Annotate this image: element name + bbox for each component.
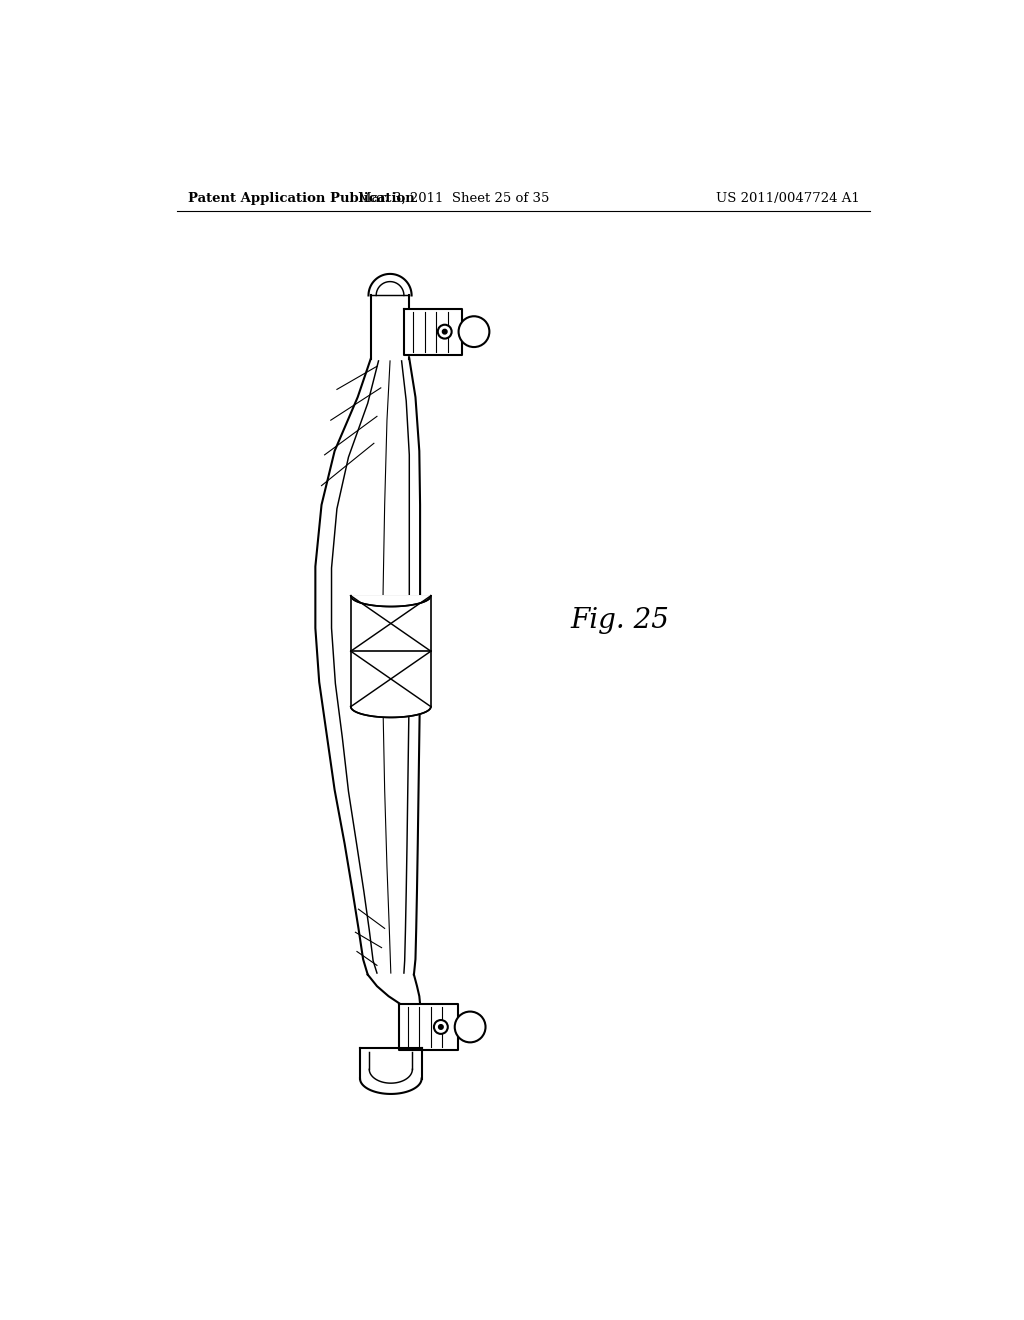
Polygon shape: [351, 595, 431, 606]
Circle shape: [455, 1011, 485, 1043]
Circle shape: [434, 1020, 447, 1034]
Polygon shape: [398, 1003, 458, 1051]
Text: Mar. 3, 2011  Sheet 25 of 35: Mar. 3, 2011 Sheet 25 of 35: [358, 191, 550, 205]
Text: US 2011/0047724 A1: US 2011/0047724 A1: [716, 191, 859, 205]
Text: Fig. 25: Fig. 25: [570, 607, 669, 634]
Circle shape: [438, 1024, 443, 1030]
Circle shape: [459, 317, 489, 347]
Polygon shape: [369, 275, 412, 296]
Circle shape: [438, 325, 452, 339]
Polygon shape: [315, 359, 420, 974]
Polygon shape: [371, 296, 410, 359]
Polygon shape: [351, 595, 431, 706]
Polygon shape: [403, 309, 462, 355]
Polygon shape: [360, 1048, 422, 1078]
Text: Patent Application Publication: Patent Application Publication: [188, 191, 415, 205]
Polygon shape: [360, 1078, 422, 1094]
Circle shape: [442, 330, 447, 334]
Polygon shape: [351, 706, 431, 717]
